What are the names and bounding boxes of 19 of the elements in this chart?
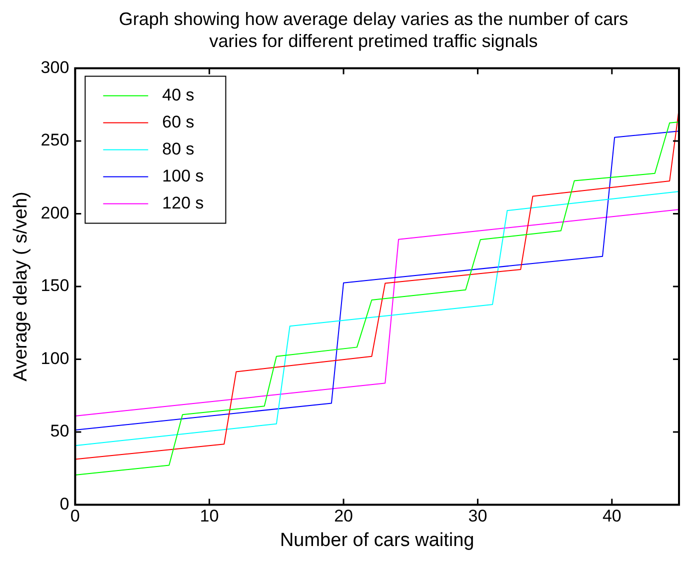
legend-label: 60 s [162,112,194,132]
y-tick-label: 150 [40,276,70,296]
y-tick-label: 50 [50,422,70,441]
y-tick-label: 250 [40,130,70,150]
y-axis-title: Average delay ( s/veh) [10,192,32,382]
x-tick-label: 40 [602,506,622,526]
chart-title: Graph showing how average delay varies as the number of cars varies for different pretimed traffic signals [118,8,630,52]
x-tick-label: 10 [200,506,219,526]
legend-label: 40 s [162,85,194,104]
y-tick-label: 100 [40,348,70,368]
y-tick-label: 300 [40,58,70,77]
legend-label: 80 s [162,139,194,158]
x-tick-label: 20 [334,506,353,526]
y-tick-label: 0 [60,494,70,514]
x-tick-label: 30 [468,506,488,526]
y-tick-label: 200 [40,203,70,222]
legend-label: 100 s [162,166,204,186]
legend-label: 120 s [162,193,204,212]
x-axis-title: Number of cars waiting [280,530,474,551]
